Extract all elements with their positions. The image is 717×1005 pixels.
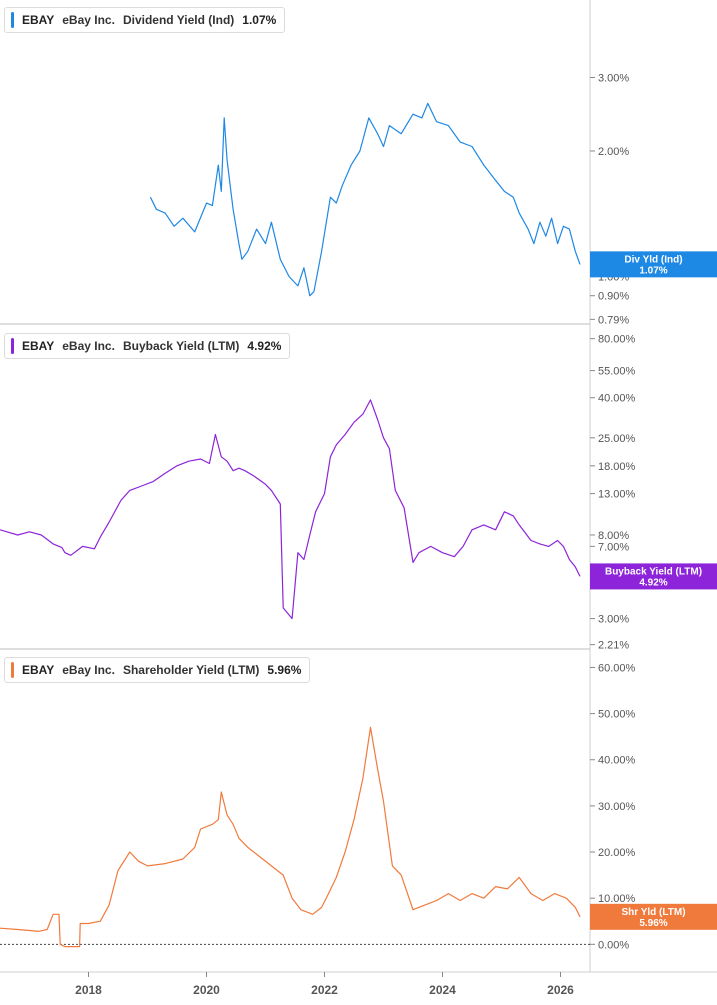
x-tick-label: 2022 (311, 983, 338, 997)
y-tick-label: 7.00% (598, 541, 629, 553)
legend-value: 1.07% (242, 13, 277, 27)
badge-label: Div Yld (Ind) (624, 254, 682, 265)
legend-metric: Shareholder Yield (LTM) (122, 663, 260, 677)
badge-value: 4.92% (639, 577, 667, 588)
legend-dividend-yield: EBAY eBay Inc. Dividend Yield (Ind) 1.07… (4, 7, 286, 33)
legend-value: 5.96% (267, 663, 302, 677)
badge-label: Buyback Yield (LTM) (605, 566, 702, 577)
y-tick-label: 55.00% (598, 366, 636, 378)
legend-buyback-yield: EBAY eBay Inc. Buyback Yield (LTM) 4.92% (4, 333, 291, 359)
legend-color-swatch (11, 12, 14, 28)
legend-metric: Buyback Yield (LTM) (122, 339, 240, 353)
y-tick-label: 10.00% (598, 893, 636, 905)
legend-company: eBay Inc. (62, 339, 115, 353)
current-value-badge (590, 563, 717, 590)
current-value-badge (590, 251, 717, 278)
y-tick-label: 2.21% (598, 640, 629, 652)
legend-ticker: EBAY (22, 339, 55, 353)
series-line (0, 399, 581, 620)
y-tick-label: 13.00% (598, 489, 636, 501)
y-tick-label: 3.00% (598, 72, 629, 84)
y-tick-label: 40.00% (598, 755, 636, 767)
legend-ticker: EBAY (22, 13, 55, 27)
series-line (0, 726, 581, 948)
x-tick-label: 2026 (547, 983, 574, 997)
y-tick-label: 20.00% (598, 847, 636, 859)
y-tick-label: 80.00% (598, 334, 636, 346)
legend-company: eBay Inc. (62, 13, 115, 27)
badge-value: 5.96% (639, 918, 667, 929)
y-tick-label: 3.00% (598, 614, 629, 626)
y-tick-label: 50.00% (598, 709, 636, 721)
y-tick-label: 2.00% (598, 146, 629, 158)
legend-color-swatch (11, 338, 14, 354)
x-tick-label: 2018 (75, 983, 102, 997)
legend-color-swatch (11, 662, 14, 678)
y-tick-label: 0.79% (598, 314, 629, 326)
current-value-badge (590, 903, 717, 930)
y-tick-label: 60.00% (598, 662, 636, 674)
x-tick-label: 2020 (193, 983, 220, 997)
legend-value: 4.92% (247, 339, 282, 353)
y-tick-label: 40.00% (598, 393, 636, 405)
legend-company: eBay Inc. (62, 663, 115, 677)
legend-ticker: EBAY (22, 663, 55, 677)
y-tick-label: 25.00% (598, 433, 636, 445)
y-tick-label: 30.00% (598, 801, 636, 813)
x-tick-label: 2024 (429, 983, 456, 997)
y-tick-label: 18.00% (598, 461, 636, 473)
badge-label: Shr Yld (LTM) (621, 907, 685, 918)
y-tick-label: 8.00% (598, 530, 629, 542)
legend-metric: Dividend Yield (Ind) (122, 13, 235, 27)
y-tick-label: 0.90% (598, 291, 629, 303)
y-tick-label: 0.00% (598, 939, 629, 951)
legend-shareholder-yield: EBAY eBay Inc. Shareholder Yield (LTM) 5… (4, 657, 311, 683)
badge-value: 1.07% (639, 265, 667, 276)
series-line (149, 102, 581, 297)
